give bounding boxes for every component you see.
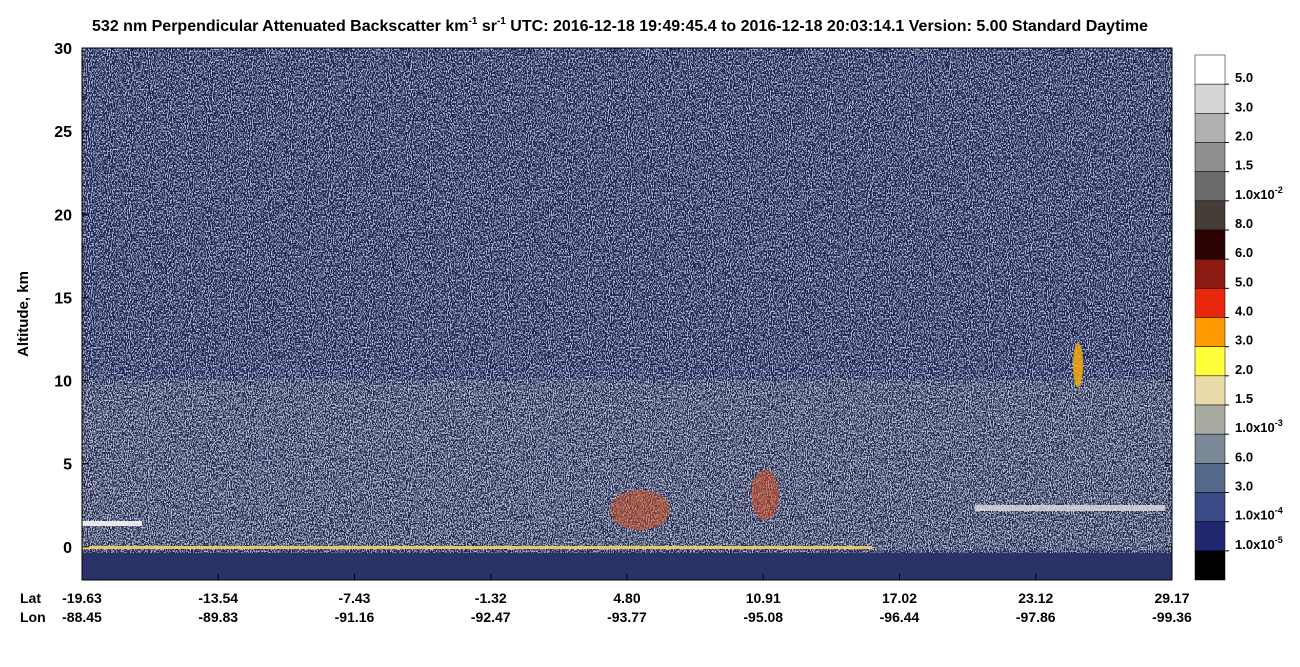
colorbar-bin — [1194, 433, 1226, 464]
backscatter-image — [82, 48, 1172, 580]
y-tick-label: 0 — [63, 540, 72, 557]
colorbar-label-text: 3.0 — [1235, 99, 1253, 114]
colorbar-bin — [1194, 521, 1226, 552]
colorbar-bin — [1194, 171, 1226, 202]
colorbar-label-text: 1.0x10 — [1235, 508, 1275, 523]
y-tick-label: 15 — [54, 290, 72, 307]
aerosol-layer — [751, 470, 779, 520]
colorbar-label: 5.0 — [1235, 70, 1253, 85]
colorbar-label-text: 1.5 — [1235, 391, 1253, 406]
colorbar-label-text: 6.0 — [1235, 449, 1253, 464]
colorbar-bin — [1194, 375, 1226, 406]
x-tick-label: 17.02 — [882, 590, 917, 606]
cloud — [82, 521, 142, 526]
x-tick-label: -91.16 — [335, 609, 375, 625]
colorbar-label-text: 4.0 — [1235, 304, 1253, 319]
colorbar-label-text: 2.0 — [1235, 129, 1253, 144]
x-tick-label: -93.77 — [607, 609, 647, 625]
cloud — [1073, 343, 1083, 387]
colorbar-label-superscript: -5 — [1275, 535, 1283, 545]
colorbar-label-text: 1.0x10 — [1235, 420, 1275, 435]
x-tick-label: 10.91 — [746, 590, 781, 606]
x-tick-label: 4.80 — [613, 590, 640, 606]
colorbar-bin — [1194, 492, 1226, 522]
colorbar-label: 8.0 — [1235, 216, 1253, 231]
x-tick-label: -99.36 — [1152, 609, 1192, 625]
x-row-label: Lon — [20, 609, 46, 625]
colorbar-label-superscript: -3 — [1275, 418, 1283, 428]
x-tick-label: -13.54 — [198, 590, 238, 606]
colorbar-bin — [1194, 550, 1226, 581]
colorbar-label-text: 3.0 — [1235, 333, 1253, 348]
colorbar-bin — [1194, 83, 1226, 114]
y-tick-label: 20 — [54, 207, 72, 224]
title-superscript: -1 — [497, 16, 506, 27]
title-part: 532 nm Perpendicular Attenuated Backscat… — [92, 18, 468, 35]
x-tick-label: 23.12 — [1018, 590, 1053, 606]
colorbar-bin — [1194, 113, 1226, 143]
surface-return — [82, 546, 872, 549]
colorbar-label: 3.0 — [1235, 333, 1253, 348]
colorbar-label-text: 5.0 — [1235, 274, 1253, 289]
colorbar-label-text: 1.5 — [1235, 158, 1253, 173]
colorbar-label: 2.0 — [1235, 129, 1253, 144]
colorbar-bin — [1194, 463, 1226, 493]
colorbar-bin — [1194, 258, 1226, 289]
colorbar-label: 6.0 — [1235, 449, 1253, 464]
colorbar-label-superscript: -4 — [1275, 506, 1283, 516]
y-tick-label: 25 — [54, 124, 72, 141]
colorbar-bin — [1194, 346, 1226, 377]
y-axis-label: Altitude, km — [15, 271, 32, 357]
x-tick-label: -95.08 — [743, 609, 783, 625]
colorbar-label: 3.0 — [1235, 99, 1253, 114]
x-tick-label: -89.83 — [198, 609, 238, 625]
x-tick-label: -1.32 — [475, 590, 507, 606]
colorbar-label-text: 1.0x10 — [1235, 187, 1275, 202]
title-superscript: -1 — [468, 16, 477, 27]
colorbar-label: 1.5 — [1235, 158, 1253, 173]
colorbar-label: 1.5 — [1235, 391, 1253, 406]
colorbar-label: 1.0x10-3 — [1235, 418, 1283, 435]
colorbar-label-text: 8.0 — [1235, 216, 1253, 231]
colorbar-label: 5.0 — [1235, 274, 1253, 289]
x-tick-label: -7.43 — [339, 590, 371, 606]
colorbar-label: 3.0 — [1235, 479, 1253, 494]
title-part: UTC: 2016-12-18 19:49:45.4 to 2016-12-18… — [506, 18, 1148, 35]
y-tick-label: 10 — [54, 374, 72, 391]
cloud — [975, 505, 1165, 511]
colorbar-label: 4.0 — [1235, 304, 1253, 319]
colorbar-bin — [1194, 54, 1226, 85]
aerosol-layer — [610, 490, 670, 530]
y-tick-label: 30 — [54, 41, 72, 58]
title-part: sr — [477, 18, 497, 35]
x-tick-label: -88.45 — [62, 609, 102, 625]
x-row-label: Lat — [20, 590, 41, 606]
colorbar-bin — [1194, 288, 1226, 318]
colorbar-label-text: 2.0 — [1235, 362, 1253, 377]
x-tick-label: -96.44 — [880, 609, 920, 625]
colorbar-label-text: 5.0 — [1235, 70, 1253, 85]
colorbar-label-text: 6.0 — [1235, 245, 1253, 260]
colorbar-label: 2.0 — [1235, 362, 1253, 377]
colorbar-bin — [1194, 404, 1226, 435]
chart-title: 532 nm Perpendicular Attenuated Backscat… — [92, 16, 1148, 35]
colorbar-label-text: 1.0x10 — [1235, 537, 1275, 552]
y-tick-label: 5 — [63, 457, 72, 474]
colorbar-bin — [1194, 229, 1226, 260]
x-tick-label: -97.86 — [1016, 609, 1056, 625]
x-tick-label: -19.63 — [62, 590, 102, 606]
colorbar-label: 1.0x10-2 — [1235, 185, 1283, 202]
colorbar-label: 6.0 — [1235, 245, 1253, 260]
colorbar-label: 1.0x10-5 — [1235, 535, 1283, 552]
colorbar-label-superscript: -2 — [1275, 185, 1283, 195]
colorbar-label-text: 3.0 — [1235, 479, 1253, 494]
colorbar-label: 1.0x10-4 — [1235, 506, 1283, 523]
colorbar-bin — [1194, 200, 1226, 231]
x-tick-label: -92.47 — [471, 609, 511, 625]
colorbar-bin — [1194, 142, 1226, 172]
x-tick-label: 29.17 — [1154, 590, 1189, 606]
colorbar-bin — [1194, 317, 1226, 347]
